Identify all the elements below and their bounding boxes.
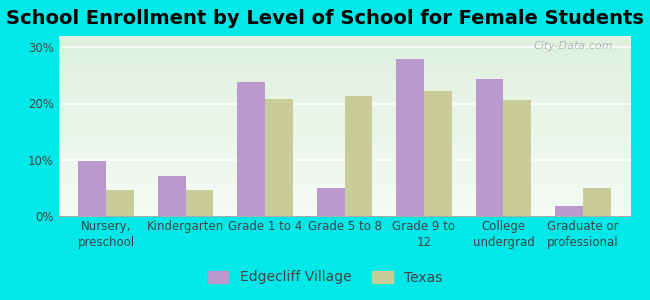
Bar [186,190,213,216]
Text: City-Data.com: City-Data.com [534,41,614,51]
Bar [265,99,293,216]
Bar [79,161,106,216]
Bar [317,188,345,216]
Bar [237,82,265,216]
Bar [503,100,531,216]
Bar [555,206,583,216]
Bar [158,176,186,216]
Legend: Edgecliff Village, Texas: Edgecliff Village, Texas [202,265,448,290]
Text: School Enrollment by Level of School for Female Students: School Enrollment by Level of School for… [6,9,644,28]
Bar [344,96,372,216]
Bar [106,190,134,216]
Bar [424,91,452,216]
Bar [583,188,610,216]
Bar [476,79,503,216]
Bar [396,59,424,216]
